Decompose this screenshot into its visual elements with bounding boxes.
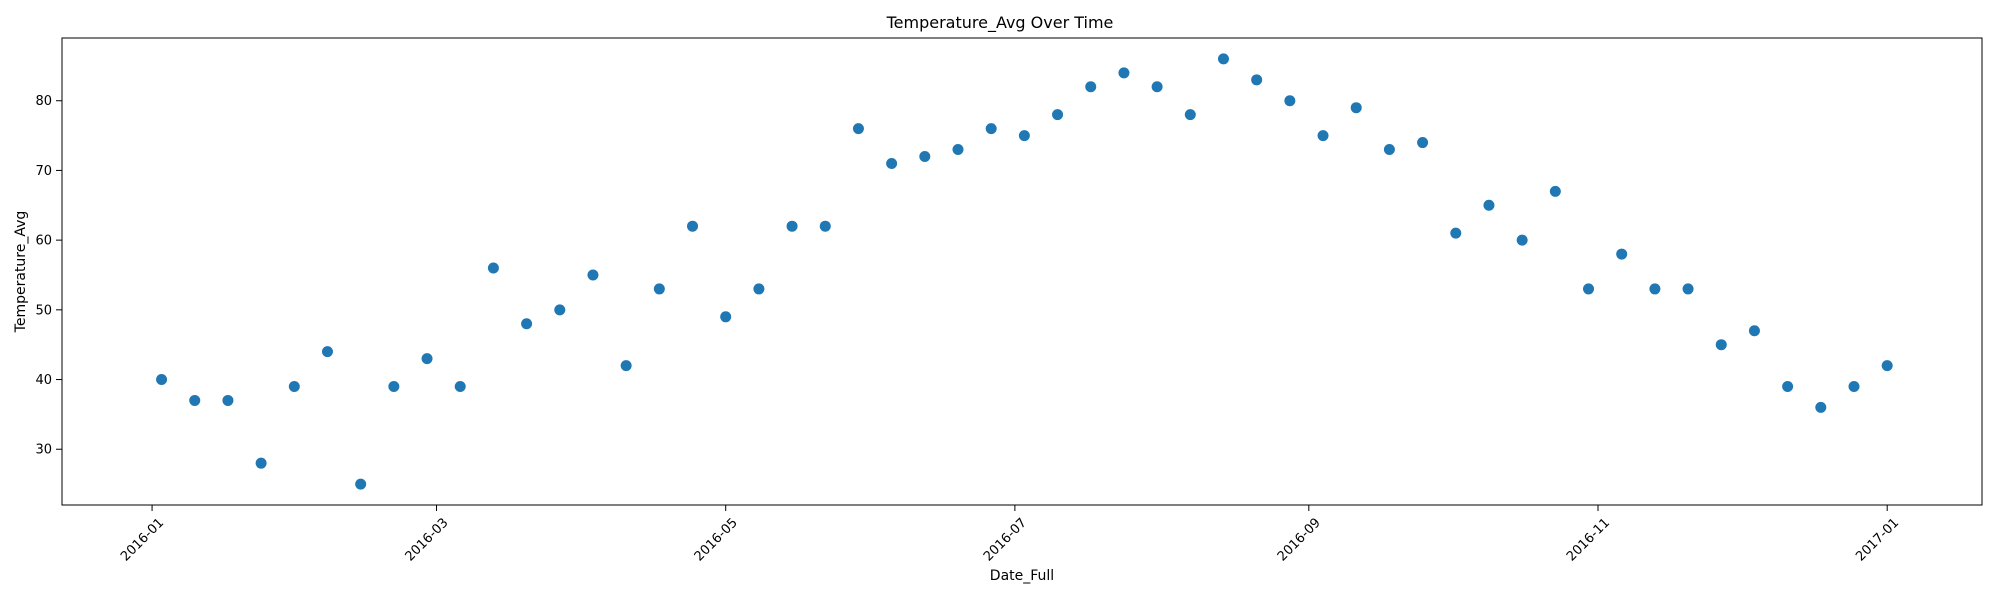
data-point (1616, 248, 1628, 260)
data-point (852, 123, 864, 135)
x-tick-label: 2016-07 (981, 515, 1030, 564)
y-tick-label: 50 (35, 303, 52, 318)
x-axis-title: Date_Full (990, 568, 1054, 584)
x-axis: 2016-01 2016-03 2016-05 2016-07 2016-09 2016-… (118, 505, 1902, 564)
data-point (388, 381, 400, 393)
data-point (587, 269, 599, 281)
data-point (1450, 227, 1462, 239)
data-point (753, 283, 765, 295)
data-point (1184, 109, 1196, 121)
data-point (819, 220, 831, 232)
data-point (1549, 185, 1561, 197)
x-tick-label: 2016-03 (403, 515, 452, 564)
data-point (1483, 199, 1495, 211)
data-point (1118, 67, 1130, 79)
data-point (1782, 381, 1794, 393)
chart-title: Temperature_Avg Over Time (886, 13, 1114, 33)
data-point (355, 478, 367, 490)
data-point (222, 394, 234, 406)
x-tick-label: 2016-05 (692, 515, 741, 564)
data-point (687, 220, 699, 232)
y-tick-label: 40 (35, 373, 52, 388)
data-point (288, 381, 300, 393)
data-point (786, 220, 798, 232)
data-point (653, 283, 665, 295)
data-point (620, 360, 632, 372)
y-tick-label: 60 (35, 234, 52, 249)
data-point (919, 150, 931, 162)
y-tick-label: 30 (35, 443, 52, 458)
data-point (1217, 53, 1229, 65)
data-point (1649, 283, 1661, 295)
data-point (521, 318, 533, 330)
y-tick-label: 70 (35, 164, 52, 179)
data-point (421, 353, 433, 365)
data-point (1848, 381, 1860, 393)
data-point (1251, 74, 1263, 86)
data-point (1815, 401, 1827, 413)
data-point (1715, 339, 1727, 351)
x-tick-label: 2016-11 (1564, 515, 1613, 564)
data-point (1052, 109, 1064, 121)
y-axis: 30 40 50 60 70 80 (35, 94, 62, 458)
data-point (487, 262, 499, 274)
data-point (554, 304, 566, 316)
data-point (1151, 81, 1163, 93)
data-point (1516, 234, 1528, 246)
data-point (886, 157, 898, 169)
data-point (1417, 137, 1429, 149)
data-point (952, 144, 964, 156)
data-point (156, 374, 168, 386)
x-tick-label: 2016-01 (118, 515, 167, 564)
data-point (255, 457, 267, 469)
data-point (1881, 360, 1893, 372)
data-point (1383, 144, 1395, 156)
data-point (1583, 283, 1595, 295)
plot-frame (61, 37, 1983, 506)
data-point (189, 394, 201, 406)
data-point (1682, 283, 1694, 295)
y-tick-label: 80 (35, 94, 52, 109)
data-point (1284, 95, 1296, 107)
x-tick-label: 2017-01 (1853, 515, 1902, 564)
data-point (454, 381, 466, 393)
y-axis-title: Temperature_Avg (13, 211, 29, 334)
data-point (985, 123, 997, 135)
data-point (720, 311, 732, 323)
data-point (1018, 130, 1030, 142)
data-point (1350, 102, 1362, 114)
data-point (1317, 130, 1329, 142)
plot-area (156, 53, 1893, 490)
x-tick-label: 2016-09 (1275, 515, 1324, 564)
data-point (1748, 325, 1760, 337)
data-point (1085, 81, 1097, 93)
data-point (321, 346, 333, 358)
